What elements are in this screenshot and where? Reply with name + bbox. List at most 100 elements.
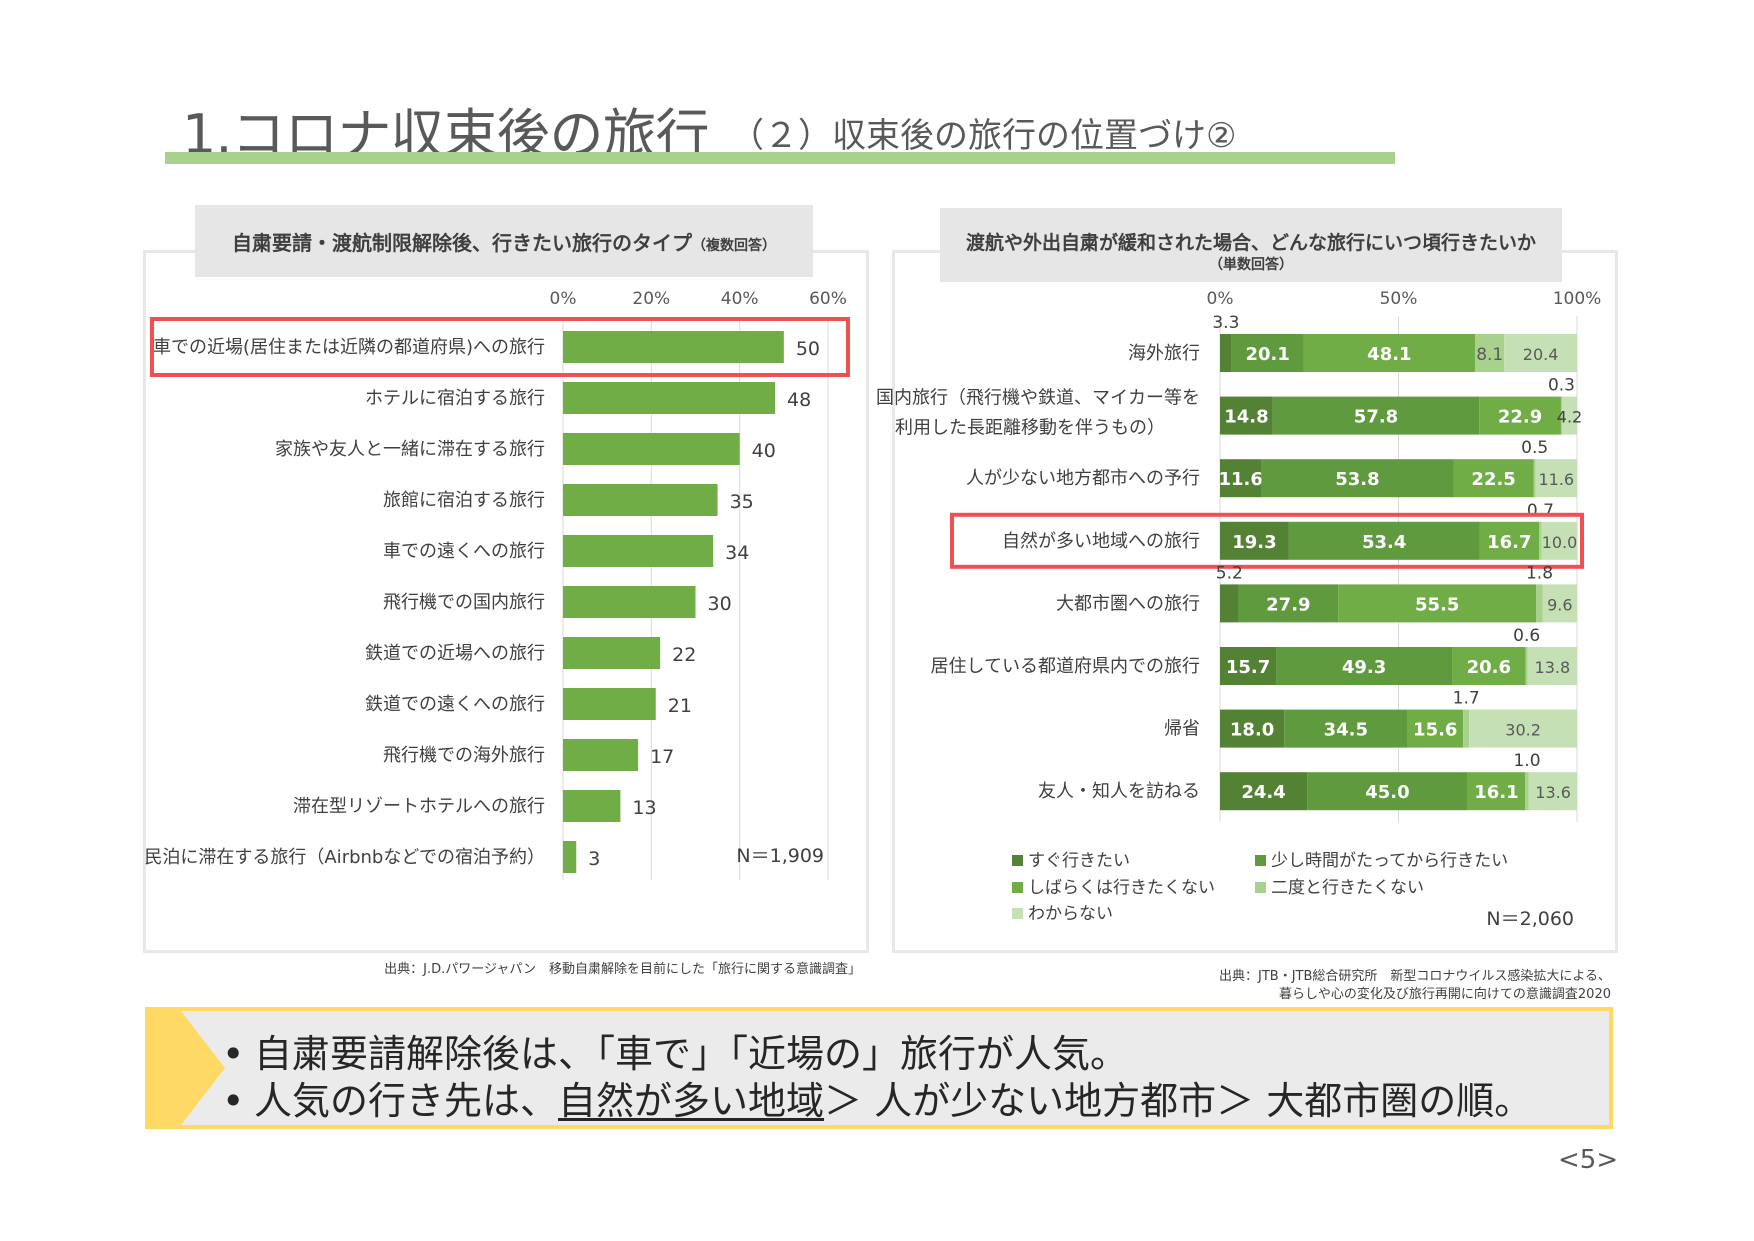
data-label: 35 [730, 491, 754, 513]
data-label: 16.7 [1487, 532, 1531, 553]
stack-segment [1560, 396, 1563, 435]
data-label: 13.6 [1535, 783, 1571, 802]
data-label: 9.6 [1547, 595, 1572, 614]
data-label: 53.4 [1362, 532, 1406, 553]
bar [563, 433, 740, 465]
stack-segment [1479, 521, 1540, 560]
category-label-line: 国内旅行（飛行機や鉄道、マイカー等を [876, 388, 1200, 409]
category-label: 滞在型リゾートホテルへの旅行 [293, 796, 545, 817]
n-label: N＝2,060 [1486, 908, 1574, 930]
data-label: 13.8 [1535, 658, 1571, 677]
data-label: 3 [588, 848, 600, 870]
legend-swatch [1255, 855, 1266, 866]
data-label: 22 [672, 644, 696, 666]
category-label: 飛行機での海外旅行 [383, 745, 545, 766]
stack-segment [1479, 396, 1561, 435]
stack-segment [1467, 772, 1526, 811]
right-chart-title: 渡航や外出自粛が緩和された場合、どんな旅行にいつ頃行きたいか [965, 232, 1536, 254]
data-label: 4.2 [1557, 408, 1582, 427]
data-label: 0.6 [1513, 626, 1540, 646]
stack-segment [1307, 772, 1468, 811]
data-label: 55.5 [1415, 594, 1459, 615]
left-chart-source: 出典：J.D.パワージャパン 移動自粛解除を目前にした「旅行に関する意識調査」 [384, 962, 861, 977]
data-label: 0.3 [1548, 376, 1575, 396]
right-chart-source-line2: 暮らしや心の変化及び旅行再開に向けての意識調査2020 [1279, 987, 1611, 1002]
stack-segment [1469, 709, 1577, 748]
bar [563, 688, 656, 720]
stack-segment [1533, 459, 1536, 498]
stack-segment [1220, 584, 1239, 623]
data-label: 3.3 [1212, 313, 1239, 333]
summary-bullet-2-pre: 人気の行き先は、 [254, 1079, 559, 1123]
x-tick-label: 20% [632, 289, 670, 309]
data-label: 11.6 [1218, 469, 1262, 490]
stack-segment [1276, 647, 1453, 685]
summary-bullet-2: • 人気の行き先は、自然が多い地域＞ 人が少ない地方都市＞ 大都市圏の順。 [222, 1070, 1532, 1125]
bar [563, 841, 577, 873]
category-label: 自然が多い地域への旅行 [1002, 531, 1200, 552]
stack-segment [1452, 647, 1526, 685]
data-label: 1.7 [1453, 689, 1480, 709]
data-label: 8.1 [1476, 345, 1503, 365]
data-label: 27.9 [1266, 594, 1310, 615]
stack-segment [1303, 334, 1476, 372]
x-tick-label: 60% [809, 289, 847, 309]
stack-segment [1504, 334, 1577, 372]
data-label: 57.8 [1354, 407, 1398, 428]
legend-swatch [1255, 882, 1266, 893]
stack-segment [1272, 396, 1480, 435]
x-tick-label: 50% [1380, 289, 1418, 309]
data-label: 24.4 [1241, 782, 1285, 803]
x-tick-label: 0% [1207, 289, 1234, 309]
data-label: 14.8 [1224, 407, 1268, 428]
category-label: 大都市圏への旅行 [1056, 593, 1200, 614]
stack-segment [1562, 396, 1577, 435]
stack-segment [1284, 709, 1408, 748]
left-chart-answer-type: （複数回答） [692, 238, 776, 254]
category-label: 車での近場(居住または近隣の都道府県)への旅行 [153, 337, 545, 358]
bar [563, 535, 714, 567]
legend-label: しばらくは行きたくない [1028, 878, 1215, 898]
stack-segment [1220, 772, 1308, 811]
data-label: 48.1 [1367, 344, 1411, 365]
summary-bullet-2-underlined: 自然が多い地域 [558, 1079, 825, 1123]
category-label: 鉄道での近場への旅行 [365, 643, 545, 664]
stack-segment [1231, 334, 1304, 372]
page-number: <5> [1558, 1145, 1619, 1175]
right-chart-header: 渡航や外出自粛が緩和された場合、どんな旅行にいつ頃行きたいか （単数回答） [940, 208, 1562, 282]
stack-segment [1407, 709, 1464, 748]
stack-segment [1338, 584, 1537, 623]
data-label: 34.5 [1324, 720, 1368, 741]
data-label: 30.2 [1505, 721, 1541, 740]
stack-segment [1542, 584, 1577, 623]
stack-segment [1463, 709, 1470, 748]
data-label: 34 [725, 542, 749, 564]
summary-bullet-2-post: ＞ 人が少ない地方都市＞ 大都市圏の順。 [824, 1079, 1533, 1123]
stack-segment [1527, 647, 1577, 685]
x-tick-label: 40% [721, 289, 759, 309]
stack-segment [1475, 334, 1505, 372]
legend-label: 二度と行きたくない [1271, 878, 1424, 898]
category-label: 帰省 [1164, 719, 1200, 740]
highlight-frame [150, 317, 850, 377]
data-label: 17 [650, 746, 674, 768]
data-label: 40 [752, 440, 776, 462]
left-chart-panel [143, 250, 869, 953]
bar [563, 382, 775, 414]
stack-segment [1525, 772, 1529, 811]
data-label: 16.1 [1474, 782, 1518, 803]
bar [563, 790, 621, 822]
stack-segment [1220, 334, 1232, 372]
data-label: 19.3 [1232, 532, 1276, 553]
highlight-frame [950, 512, 1584, 569]
bullet-dot-icon: • [222, 1032, 245, 1076]
stack-segment [1536, 584, 1543, 623]
summary-box [145, 1007, 1613, 1129]
bar [563, 586, 696, 618]
stack-segment [1220, 647, 1277, 685]
stack-segment [1535, 459, 1577, 498]
right-chart-source-line1: 出典：JTB・JTB総合研究所 新型コロナウイルス感染拡大による、 [1219, 969, 1611, 984]
right-chart-answer-type: （単数回答） [1209, 257, 1293, 273]
